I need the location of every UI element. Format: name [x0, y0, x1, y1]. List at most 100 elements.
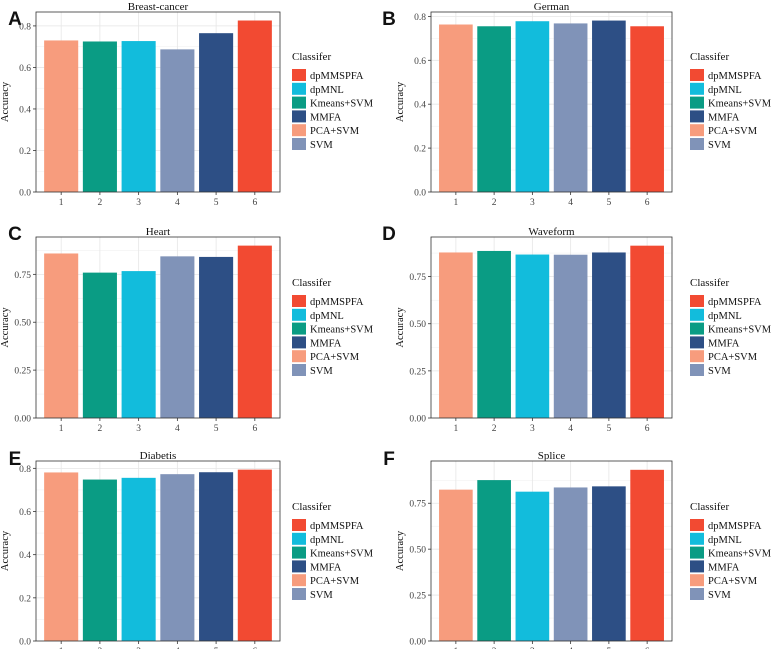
x-tick-label: 1 [453, 647, 458, 649]
legend-label: MMFA [310, 112, 342, 123]
panel-letter: E [9, 449, 22, 470]
legend-label: PCA+SVM [708, 126, 758, 137]
y-tick-label: 0.00 [14, 415, 31, 425]
legend-label: dpMNL [708, 535, 742, 546]
bar [237, 245, 272, 418]
y-tick-label: 0.8 [19, 465, 31, 475]
legend-swatch [292, 532, 306, 545]
panel-f: F Splice 0.00 0.25 0.50 0.75 1 2 3 4 5 6 Accuracy Cla… [383, 449, 772, 649]
bar [121, 41, 156, 193]
bars [44, 20, 272, 193]
legend-swatch [690, 308, 704, 321]
x-tick-label: 1 [453, 424, 458, 434]
legend-label: dpMMSPFA [310, 521, 364, 532]
panel-d: D Waveform 0.00 0.25 0.50 0.75 1 2 3 4 5 6 Accuracy C… [382, 224, 772, 434]
panel-letter: A [8, 9, 22, 30]
x-tick-label: 4 [568, 198, 573, 208]
legend-swatch [690, 110, 704, 123]
x-tick-label: 5 [214, 647, 219, 649]
legend-swatch [292, 519, 306, 531]
legend-label: Kmeans+SVM [310, 99, 374, 110]
bar [630, 26, 664, 192]
panel-border [430, 11, 673, 193]
x-tick-label: 4 [175, 647, 180, 649]
legend-title: Classifer [690, 51, 729, 63]
y-axis-label: Accuracy [395, 530, 406, 571]
bar [199, 33, 234, 193]
legend-swatch [690, 96, 704, 109]
legend-swatch [292, 82, 306, 95]
x-tick-label: 6 [252, 647, 257, 649]
bar [160, 256, 195, 418]
x-tick-label: 6 [645, 198, 650, 208]
legend-label: dpMNL [310, 535, 344, 546]
x-tick-label: 6 [252, 424, 257, 434]
x-tick-label: 2 [98, 424, 103, 434]
panel-border [35, 460, 281, 642]
legend-label: MMFA [310, 562, 342, 573]
legend-swatch [690, 138, 704, 150]
y-tick-label: 0.75 [409, 500, 426, 510]
x-tick-label: 2 [98, 647, 103, 649]
legend-swatch [690, 532, 704, 545]
bar [477, 26, 511, 192]
bar [160, 49, 195, 193]
x-tick-label: 3 [136, 198, 141, 208]
x-tick-label: 5 [607, 198, 612, 208]
x-tick-label: 3 [530, 647, 535, 649]
legend-swatch [690, 574, 704, 587]
legend-label: Kmeans+SVM [708, 99, 772, 110]
y-axis-label: Accuracy [395, 81, 406, 122]
x-tick-label: 2 [492, 198, 497, 208]
legend-swatch [292, 546, 306, 559]
legend-swatch [690, 336, 704, 349]
x-tick-label: 4 [568, 647, 573, 649]
y-tick-label: 0.4 [414, 101, 426, 111]
y-tick-label: 0.6 [19, 64, 31, 74]
bar [553, 23, 588, 192]
y-tick-label: 0.50 [14, 319, 31, 329]
legend-swatch [292, 588, 306, 600]
y-tick-label: 0.25 [409, 592, 426, 602]
x-tick-label: 4 [175, 198, 180, 208]
y-axis-label: Accuracy [0, 530, 11, 571]
legend-label: SVM [310, 590, 333, 601]
x-tick-label: 2 [98, 198, 103, 208]
legend-label: dpMMSPFA [708, 297, 762, 308]
legend-swatch [690, 69, 704, 81]
legend-swatch [292, 560, 306, 573]
y-tick-label: 0.25 [14, 367, 31, 377]
legend-label: MMFA [708, 338, 740, 349]
bars [44, 469, 272, 641]
legend-title: Classifer [690, 501, 729, 513]
panel-a: A Breast-cancer 0.0 0.2 0.4 0.6 0.8 1 2 3 4 5 6 Accur… [0, 1, 374, 208]
y-tick-label: 0.2 [19, 147, 31, 157]
panel-b: B German 0.0 0.2 0.4 0.6 0.8 1 2 3 4 5 6 Accuracy Clas… [382, 1, 772, 208]
y-tick-label: 0.6 [414, 57, 426, 67]
legend-label: dpMNL [708, 85, 742, 96]
chart-title: German [534, 1, 570, 13]
legend-swatch [292, 110, 306, 123]
y-tick-label: 0.75 [14, 271, 31, 281]
bar [82, 479, 117, 641]
panel-letter: C [8, 224, 22, 245]
bar [199, 256, 234, 418]
legend-swatch [690, 364, 704, 376]
legend-label: dpMNL [708, 311, 742, 322]
bar [553, 254, 588, 418]
legend: Classifer dpMMSPFA dpMNL Kmeans+SVM MMFA PCA+… [292, 277, 374, 377]
y-tick-label: 0.4 [19, 105, 31, 115]
panel-letter: B [382, 9, 396, 30]
x-tick-label: 6 [645, 424, 650, 434]
legend-label: MMFA [708, 562, 740, 573]
legend-swatch [292, 96, 306, 109]
y-tick-label: 0.2 [414, 145, 426, 155]
chart-title: Splice [538, 450, 566, 462]
bars [439, 20, 664, 193]
legend-swatch [292, 364, 306, 376]
bar [82, 41, 117, 192]
y-tick-label: 0.6 [19, 508, 31, 518]
panel-border [430, 236, 673, 419]
bar [439, 24, 473, 193]
legend-label: Kmeans+SVM [310, 325, 374, 336]
